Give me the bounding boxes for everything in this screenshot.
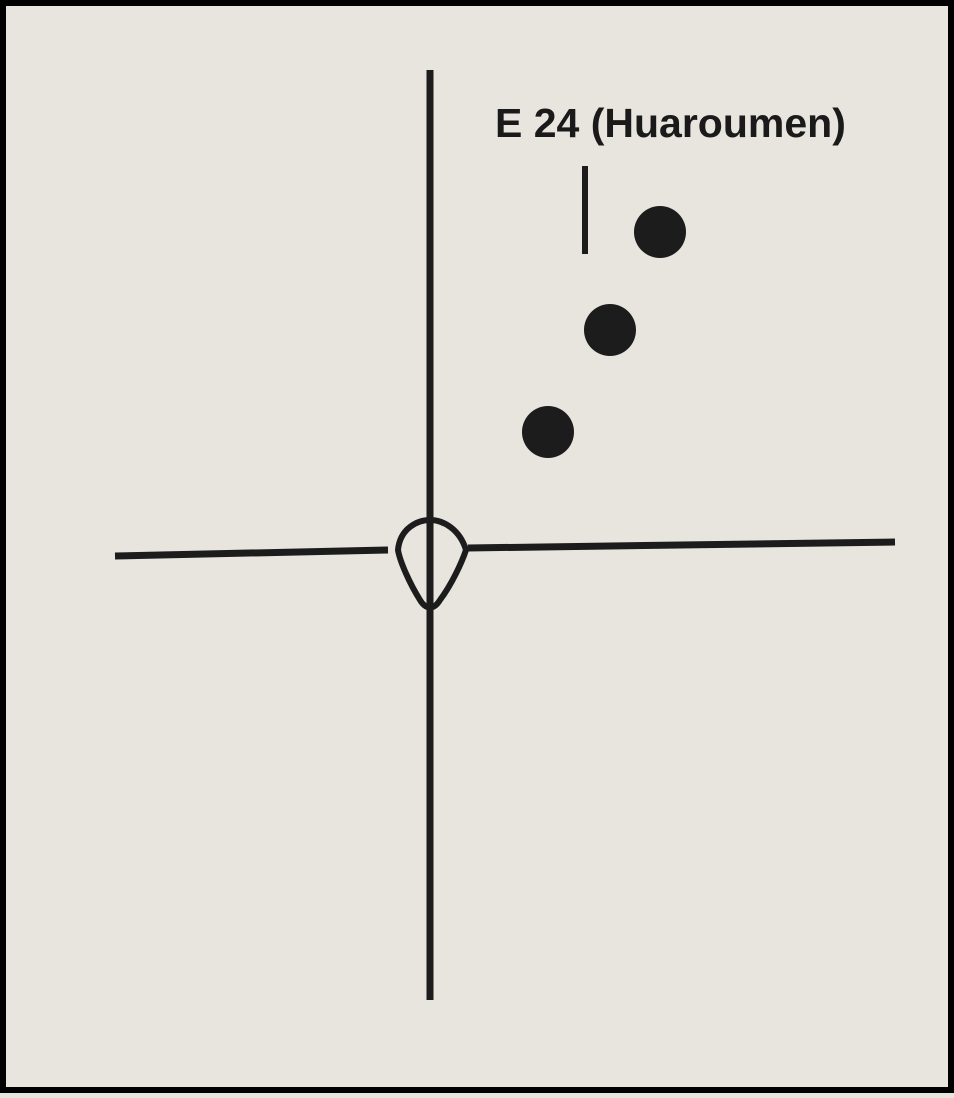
- horizontal-axis-left: [115, 550, 388, 556]
- horizontal-axis-right: [468, 542, 895, 548]
- diagram-svg: [0, 0, 954, 1093]
- point-middle: [584, 304, 636, 356]
- label-tick: [582, 166, 588, 254]
- point-label: E 24 (Huaroumen): [495, 100, 846, 147]
- point-upper: [634, 206, 686, 258]
- diagram-canvas: [0, 0, 954, 1093]
- point-lower: [522, 406, 574, 458]
